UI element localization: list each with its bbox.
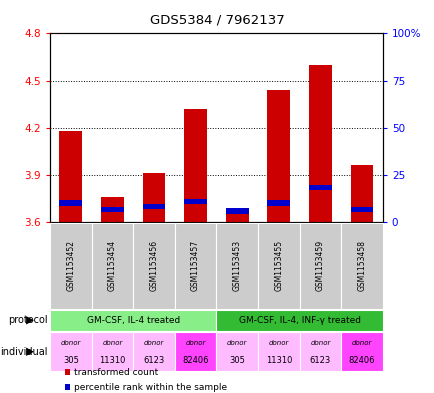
Text: donor: donor xyxy=(185,340,205,346)
Text: GSM1153455: GSM1153455 xyxy=(274,240,283,292)
Text: GSM1153456: GSM1153456 xyxy=(149,240,158,292)
Text: 305: 305 xyxy=(229,356,245,365)
Text: GM-CSF, IL-4, INF-γ treated: GM-CSF, IL-4, INF-γ treated xyxy=(238,316,360,325)
Bar xyxy=(101,197,124,222)
Text: 82406: 82406 xyxy=(348,356,375,365)
Text: 305: 305 xyxy=(63,356,79,365)
Bar xyxy=(59,131,82,222)
Bar xyxy=(225,208,248,222)
Bar xyxy=(142,204,165,209)
Text: transformed count: transformed count xyxy=(74,368,158,377)
Bar xyxy=(184,109,207,222)
Bar xyxy=(350,207,372,212)
Text: donor: donor xyxy=(268,340,288,346)
Text: donor: donor xyxy=(309,340,330,346)
Text: donor: donor xyxy=(227,340,247,346)
Text: GSM1153454: GSM1153454 xyxy=(108,240,117,292)
Text: GM-CSF, IL-4 treated: GM-CSF, IL-4 treated xyxy=(86,316,179,325)
Text: donor: donor xyxy=(144,340,164,346)
Text: GSM1153457: GSM1153457 xyxy=(191,240,200,292)
Text: 6123: 6123 xyxy=(143,356,164,365)
Text: protocol: protocol xyxy=(8,315,48,325)
Text: percentile rank within the sample: percentile rank within the sample xyxy=(74,383,227,392)
Text: 6123: 6123 xyxy=(309,356,330,365)
Text: GSM1153458: GSM1153458 xyxy=(357,241,366,291)
Bar xyxy=(350,165,372,222)
Bar xyxy=(225,208,248,214)
Bar xyxy=(267,90,289,222)
Bar xyxy=(59,200,82,206)
Bar xyxy=(101,207,124,212)
Text: 82406: 82406 xyxy=(182,356,208,365)
Text: individual: individual xyxy=(0,347,48,357)
Bar xyxy=(308,65,331,222)
Text: donor: donor xyxy=(60,340,81,346)
Bar xyxy=(267,200,289,206)
Text: GDS5384 / 7962137: GDS5384 / 7962137 xyxy=(150,14,284,27)
Text: donor: donor xyxy=(102,340,122,346)
Text: donor: donor xyxy=(351,340,372,346)
Text: GSM1153452: GSM1153452 xyxy=(66,241,75,291)
Text: 11310: 11310 xyxy=(99,356,125,365)
Bar xyxy=(142,173,165,222)
Bar xyxy=(308,185,331,190)
Text: 11310: 11310 xyxy=(265,356,291,365)
Text: GSM1153453: GSM1153453 xyxy=(232,240,241,292)
Bar xyxy=(184,199,207,204)
Text: GSM1153459: GSM1153459 xyxy=(315,240,324,292)
